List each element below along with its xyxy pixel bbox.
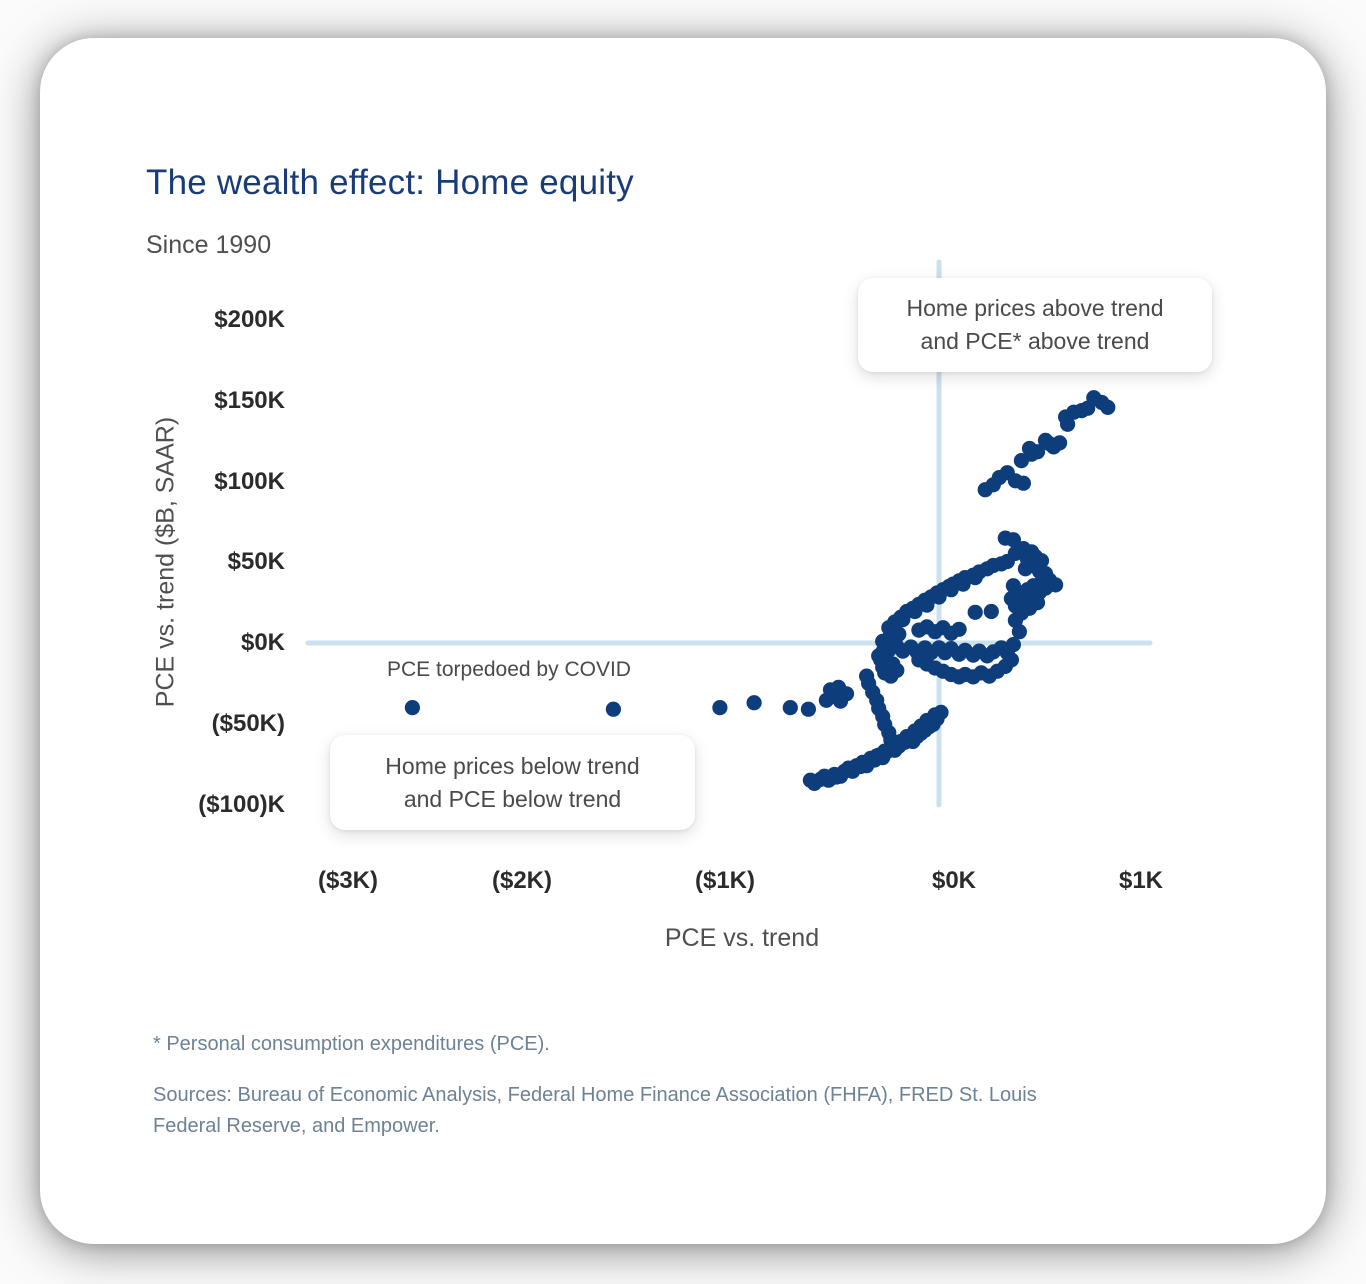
scatter-point: [879, 655, 895, 671]
annotation-above-line1: Home prices above trend: [906, 295, 1164, 321]
scatter-point: [820, 772, 837, 788]
scatter-point: [895, 612, 911, 628]
y-tick-0k: $0K: [240, 629, 285, 656]
x-tick-neg1k: ($1K): [694, 867, 755, 894]
scatter-point: [712, 700, 728, 716]
scatter-point: [907, 603, 923, 620]
scatter-point: [967, 570, 983, 586]
scatter-point: [1017, 561, 1033, 577]
scatter-point: [746, 695, 762, 711]
annotation-below-line1: Home prices below trend: [385, 752, 640, 779]
sources-note: Sources: Bureau of Economic Analysis, Fe…: [153, 1080, 1163, 1142]
scatter-point: [883, 732, 899, 748]
scatter-point: [1100, 399, 1116, 415]
scatter-point: [931, 589, 947, 605]
y-tick-100k: $100K: [214, 468, 285, 495]
y-tick-neg50k: ($50K): [211, 710, 285, 737]
scatter-point: [782, 700, 798, 716]
x-tick-1k: $1K: [1118, 867, 1164, 894]
scatter-point: [943, 582, 959, 598]
scatter-point: [605, 701, 622, 717]
annotation-covid: PCE torpedoed by COVID: [387, 658, 631, 681]
scatter-point: [1023, 446, 1040, 462]
chart-subtitle: Since 1990: [146, 231, 272, 259]
scatter-point: [826, 688, 843, 704]
scatter-point: [845, 762, 861, 779]
sources-line2: Federal Reserve, and Empower.: [153, 1115, 440, 1137]
scatter-point: [1005, 532, 1022, 548]
scatter-point: [1015, 475, 1031, 491]
scatter-point: [800, 701, 817, 717]
scatter-point: [1048, 577, 1064, 593]
x-axis-title: PCE vs. trend: [664, 924, 820, 952]
y-tick-50k: $50K: [227, 548, 285, 575]
scatter-point: [881, 642, 897, 658]
scatter-point: [951, 621, 967, 637]
sources-line1: Sources: Bureau of Economic Analysis, Fe…: [153, 1084, 1037, 1106]
scatter-point: [983, 603, 999, 620]
x-tick-0k: $0K: [931, 867, 977, 894]
annotation-above-line2: and PCE* above trend: [920, 328, 1150, 354]
scatter-point: [955, 576, 971, 592]
scatter-point: [919, 597, 935, 613]
y-tick-neg100k: ($100)K: [198, 791, 285, 818]
y-axis-title: PCE vs. trend ($B, SAAR): [151, 416, 180, 708]
scatter-point: [1011, 624, 1027, 640]
y-tick-150k: $150K: [214, 387, 285, 414]
y-tick-200k: $200K: [214, 306, 285, 333]
scatter-point: [1041, 436, 1058, 452]
chart-title: The wealth effect: Home equity: [146, 163, 634, 202]
x-tick-neg3k: ($3K): [317, 867, 378, 894]
scatter-point: [967, 604, 983, 620]
footnote-pce: * Personal consumption expenditures (PCE…: [153, 1033, 550, 1055]
scatter-points-layer: [404, 390, 1116, 792]
annotation-below-line2: and PCE below trend: [403, 785, 622, 812]
x-tick-neg2k: ($2K): [491, 867, 552, 894]
scatter-point: [891, 626, 907, 642]
annotation-below-quadrant: Home prices below trend and PCE below tr…: [330, 735, 695, 830]
scatter-point: [1005, 578, 1022, 594]
scatter-point: [404, 700, 420, 716]
annotation-above-quadrant: Home prices above trend and PCE* above t…: [858, 278, 1212, 372]
